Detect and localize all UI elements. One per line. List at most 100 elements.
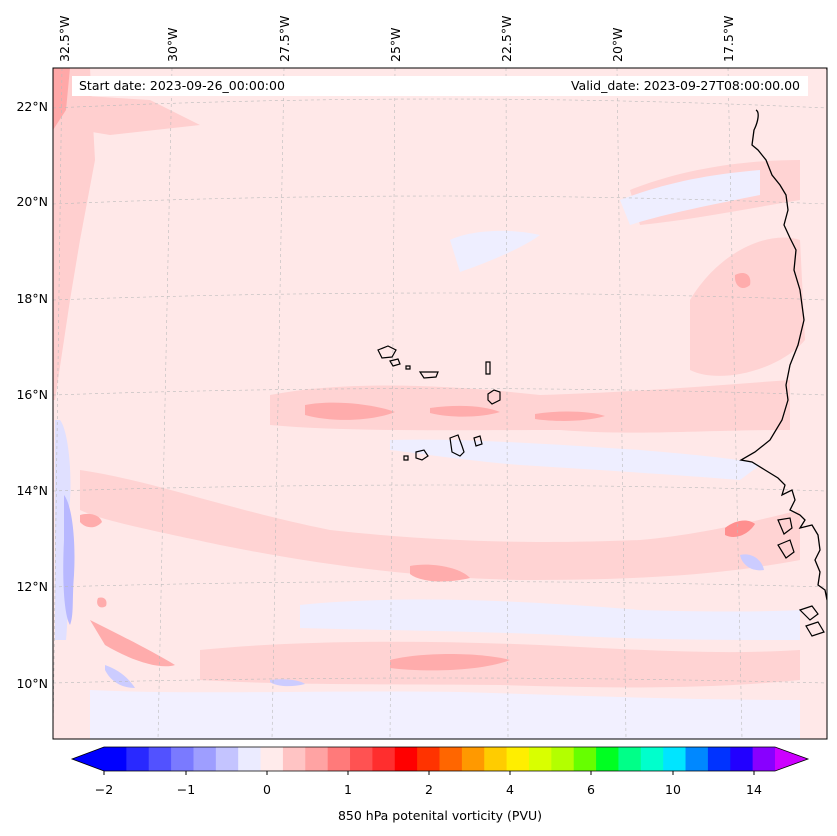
lon-label: 32.5°W xyxy=(57,15,72,62)
colorbar-segment xyxy=(573,747,597,771)
colorbar-under-extend xyxy=(72,747,104,771)
colorbar-segment xyxy=(282,747,306,771)
pv-contour-positive xyxy=(90,620,175,667)
colorbar-segment xyxy=(640,747,664,771)
colorbar-segment xyxy=(260,747,284,771)
colorbar-segment xyxy=(528,747,552,771)
lat-label: 14°N xyxy=(16,483,48,498)
island-boa-vista xyxy=(487,389,501,405)
coastline xyxy=(739,68,827,601)
colorbar-tick-label: 10 xyxy=(665,782,681,797)
valid-date-label: Valid_date: 2023-09-27T08:00:00.00 xyxy=(570,78,800,93)
lon-label: 25°W xyxy=(388,27,403,62)
colorbar-segment xyxy=(193,747,217,771)
colorbar-segment xyxy=(417,747,441,771)
colorbar-tick-label: −2 xyxy=(94,782,114,797)
pv-contour-negative xyxy=(300,599,800,640)
island-brava xyxy=(403,455,409,461)
pv-contour-positive xyxy=(690,237,805,376)
island-sal xyxy=(485,361,491,375)
colorbar-tick-label: 14 xyxy=(746,782,762,797)
colorbar-tick-label: 1 xyxy=(344,782,352,797)
colorbar-tick-label: −1 xyxy=(176,782,196,797)
pv-contour-positive xyxy=(70,95,200,135)
pv-contour-negative xyxy=(450,230,540,272)
colorbar-segment xyxy=(305,747,329,771)
island-santiago xyxy=(449,434,465,457)
info-box xyxy=(72,76,808,96)
lat-label: 10°N xyxy=(16,676,48,691)
pv-contour-positive xyxy=(80,513,102,528)
pv-contour-negative xyxy=(620,170,760,225)
colorbar-segment xyxy=(484,747,508,771)
pv-field xyxy=(53,68,827,739)
pv-contour-positive xyxy=(410,564,470,582)
lat-label: 22°N xyxy=(16,99,48,114)
lon-label: 30°W xyxy=(165,27,180,62)
colorbar-segment xyxy=(327,747,351,771)
colorbar-segment xyxy=(439,747,463,771)
pv-contour-negative xyxy=(63,495,75,625)
pv-contour-positive xyxy=(200,641,800,688)
pv-contour-positive xyxy=(535,411,605,421)
island-maio xyxy=(473,435,483,447)
pv-contour-positive xyxy=(305,402,395,420)
lon-label: 22.5°W xyxy=(499,15,514,62)
colorbar-segment xyxy=(551,747,575,771)
map-frame xyxy=(52,67,828,740)
pv-contour-positive xyxy=(430,405,500,417)
lat-label: 18°N xyxy=(16,291,48,306)
start-date-label: Start date: 2023-09-26_00:00:00 xyxy=(79,78,285,93)
colorbar-tick-label: 6 xyxy=(587,782,595,797)
colorbar-segment xyxy=(730,747,754,771)
colorbar-segment xyxy=(394,747,418,771)
pv-contour-positive xyxy=(390,654,510,671)
pv-contour-negative xyxy=(270,679,305,687)
lat-label: 20°N xyxy=(16,194,48,209)
island-santa-luzia xyxy=(405,365,411,370)
island-sao-nicolau xyxy=(418,371,439,379)
pv-contour-negative xyxy=(90,690,800,739)
colorbar-title: 850 hPa potenital vorticity (PVU) xyxy=(337,808,543,823)
pv-contour-negative xyxy=(390,439,760,480)
island-santo-antao xyxy=(377,345,397,359)
island-fogo xyxy=(415,449,429,461)
coastline-islands xyxy=(777,517,825,637)
lat-label: 16°N xyxy=(16,387,48,402)
pv-contour-positive xyxy=(270,380,790,433)
colorbar-segment xyxy=(506,747,530,771)
lon-label: 27.5°W xyxy=(277,15,292,62)
colorbar xyxy=(70,746,810,775)
colorbar-segment xyxy=(215,747,239,771)
pv-contour-negative xyxy=(740,554,764,571)
colorbar-over-extend xyxy=(775,747,808,771)
colorbar-segment xyxy=(104,747,127,771)
colorbar-segment xyxy=(685,747,709,771)
pv-contour-positive xyxy=(97,597,107,608)
island-sao-vicente xyxy=(389,358,401,367)
colorbar-tick-label: 2 xyxy=(425,782,433,797)
lon-label: 20°W xyxy=(610,27,625,62)
colorbar-segment xyxy=(126,747,150,771)
colorbar-segment xyxy=(461,747,485,771)
colorbar-tick-label: 4 xyxy=(506,782,514,797)
colorbar-segment xyxy=(707,747,731,771)
colorbar-segment xyxy=(752,747,776,771)
colorbar-segment xyxy=(171,747,195,771)
colorbar-segment xyxy=(238,747,262,771)
lon-label: 17.5°W xyxy=(721,15,736,62)
pv-contour-positive xyxy=(80,470,800,580)
colorbar-segment xyxy=(618,747,642,771)
lat-label: 12°N xyxy=(16,579,48,594)
pv-contour-positive xyxy=(734,273,751,289)
colorbar-segment xyxy=(350,747,373,771)
graticule xyxy=(53,68,827,739)
pv-contour-negative xyxy=(105,665,135,688)
colorbar-tick-label: 0 xyxy=(263,782,271,797)
colorbar-segment xyxy=(663,747,687,771)
colorbar-segment xyxy=(148,747,172,771)
colorbar-segment xyxy=(596,747,620,771)
pv-contour-positive xyxy=(725,520,755,537)
pv-contour-positive xyxy=(53,68,95,400)
